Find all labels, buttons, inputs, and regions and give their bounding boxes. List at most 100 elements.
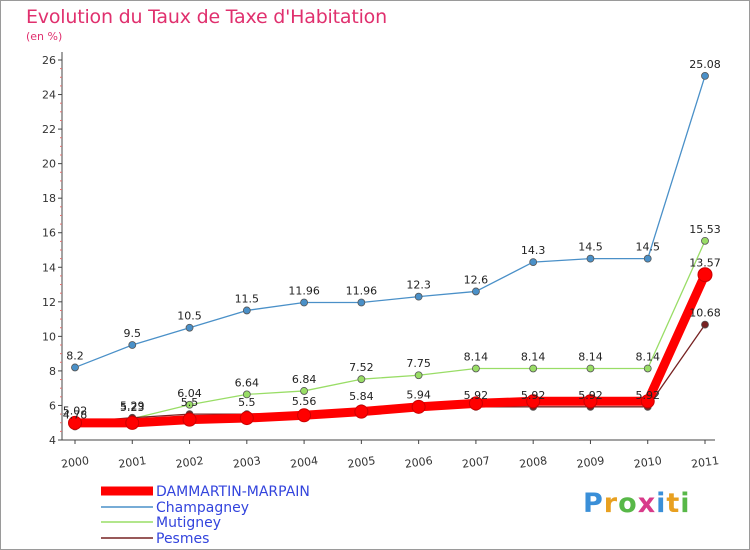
data-point bbox=[583, 394, 598, 409]
data-label: 14.5 bbox=[635, 241, 660, 254]
data-label: 8.14 bbox=[578, 350, 603, 363]
data-label: 5.02 bbox=[63, 404, 88, 417]
data-label: 14.3 bbox=[521, 244, 546, 257]
data-point bbox=[472, 364, 480, 373]
y-tick-label: 8 bbox=[49, 365, 56, 378]
data-point bbox=[411, 399, 426, 414]
data-label: 5.92 bbox=[578, 389, 603, 402]
data-point bbox=[586, 254, 595, 263]
chart-title: Evolution du Taux de Taxe d'Habitation bbox=[26, 6, 387, 28]
data-point bbox=[71, 363, 79, 372]
y-tick-label: 26 bbox=[42, 54, 56, 67]
series-points bbox=[68, 71, 713, 431]
data-label: 12.3 bbox=[406, 279, 431, 292]
data-point bbox=[697, 267, 713, 283]
data-label: 25.08 bbox=[689, 58, 721, 71]
data-point bbox=[529, 364, 538, 373]
data-point bbox=[586, 364, 595, 373]
data-point bbox=[357, 298, 366, 307]
data-label: 9.5 bbox=[124, 327, 142, 340]
legend-label-2: Mutigney bbox=[156, 515, 221, 531]
data-point bbox=[300, 298, 308, 307]
logo-letter: i bbox=[680, 488, 691, 519]
y-tick-label: 24 bbox=[42, 89, 56, 102]
logo-letter: i bbox=[656, 488, 667, 519]
logo-letter: x bbox=[637, 488, 657, 519]
data-label: 12.6 bbox=[464, 273, 489, 286]
data-label: 13.57 bbox=[689, 257, 721, 270]
data-label: 5.92 bbox=[521, 389, 546, 402]
logo-letter: o bbox=[618, 488, 638, 519]
y-tick-label: 22 bbox=[42, 123, 56, 136]
data-point bbox=[128, 341, 137, 349]
data-point bbox=[643, 254, 652, 263]
x-tick-label: 2007 bbox=[461, 454, 491, 471]
proxiti-logo: Proxiti bbox=[583, 488, 691, 519]
data-point bbox=[357, 375, 366, 384]
data-label: 5.5 bbox=[181, 396, 199, 409]
data-label: 10.68 bbox=[689, 307, 721, 320]
data-label: 8.2 bbox=[66, 349, 84, 362]
x-tick-label: 2000 bbox=[60, 454, 90, 471]
series-lines bbox=[70, 75, 710, 428]
data-label: 5.92 bbox=[464, 389, 489, 402]
data-point bbox=[239, 411, 254, 426]
x-tick-label: 2004 bbox=[289, 454, 319, 471]
data-label: 5.5 bbox=[238, 396, 256, 409]
data-label: 6.64 bbox=[235, 376, 260, 389]
data-point bbox=[468, 396, 483, 411]
y-tick-label: 4 bbox=[49, 434, 56, 447]
logo-letter: t bbox=[666, 488, 681, 519]
legend-label-0: DAMMARTIN-MARPAIN bbox=[156, 484, 310, 500]
y-tick-label: 12 bbox=[42, 296, 56, 309]
data-label: 5.84 bbox=[349, 390, 374, 403]
data-label: 8.14 bbox=[635, 350, 660, 363]
legend-label-3: Pesmes bbox=[156, 531, 209, 547]
y-tick-label: 18 bbox=[42, 192, 56, 205]
series-line-2 bbox=[74, 240, 706, 428]
series-line-1 bbox=[74, 75, 706, 369]
data-point bbox=[185, 400, 194, 409]
legend: DAMMARTIN-MARPAINChampagneyMutigneyPesme… bbox=[101, 484, 310, 547]
data-point bbox=[300, 387, 308, 395]
series-line-0 bbox=[70, 270, 710, 428]
data-point bbox=[182, 412, 197, 427]
data-labels: 8.2 9.5 10.5 11.5 11.96 11.96 12.3 12.6 14.3 14.5… bbox=[63, 58, 721, 422]
data-label: 5.29 bbox=[120, 400, 145, 413]
x-tick-label: 2003 bbox=[232, 454, 262, 471]
x-tick-label: 2005 bbox=[347, 454, 377, 471]
data-label: 14.5 bbox=[578, 241, 603, 254]
data-label: 15.53 bbox=[689, 223, 721, 236]
y-tick-label: 14 bbox=[42, 261, 56, 274]
x-tick-label: 2011 bbox=[690, 454, 720, 471]
data-label: 5.56 bbox=[292, 395, 317, 408]
data-point bbox=[354, 404, 369, 419]
data-label: 5.92 bbox=[635, 389, 660, 402]
data-point bbox=[297, 408, 312, 423]
data-label: 8.14 bbox=[521, 350, 546, 363]
data-point bbox=[472, 287, 480, 296]
y-tick-label: 10 bbox=[42, 330, 56, 343]
data-point bbox=[185, 323, 194, 332]
data-point bbox=[68, 415, 82, 430]
x-tick-label: 2010 bbox=[633, 454, 663, 471]
data-label: 5.94 bbox=[406, 388, 431, 401]
data-point bbox=[701, 71, 709, 80]
data-point bbox=[529, 258, 538, 266]
y-tick-label: 20 bbox=[42, 158, 56, 171]
x-tick-label: 2009 bbox=[576, 454, 606, 471]
logo-letter: P bbox=[583, 488, 604, 519]
x-tick-label: 2002 bbox=[175, 454, 205, 471]
data-point bbox=[242, 306, 251, 315]
data-label: 11.96 bbox=[288, 285, 320, 298]
data-label: 5.23 bbox=[120, 401, 145, 414]
data-label: 6.84 bbox=[292, 373, 317, 386]
x-tick-label: 2001 bbox=[118, 454, 148, 471]
data-label: 11.5 bbox=[235, 292, 260, 305]
x-tick-label: 2008 bbox=[518, 454, 548, 471]
data-label: 8.14 bbox=[464, 350, 489, 363]
y-tick-label: 16 bbox=[42, 227, 56, 240]
data-point bbox=[414, 292, 423, 301]
logo-letter: r bbox=[603, 488, 619, 519]
